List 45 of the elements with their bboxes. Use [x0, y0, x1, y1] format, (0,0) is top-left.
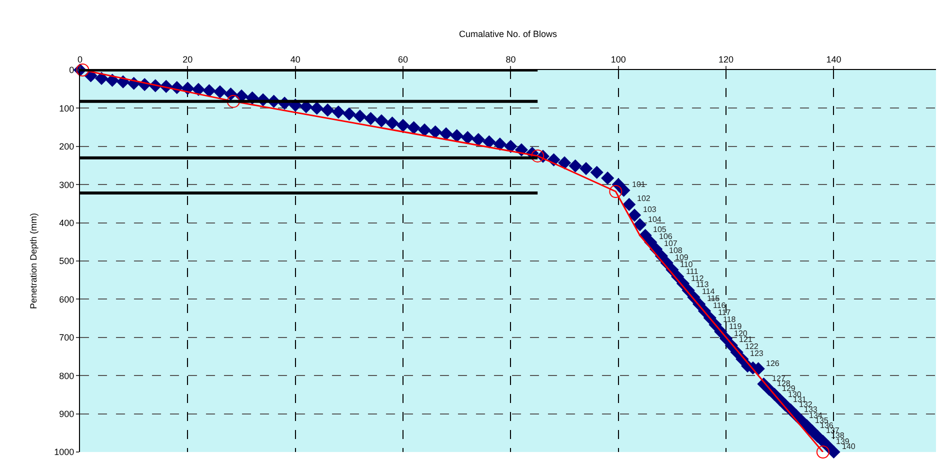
annotation: 109 [675, 253, 689, 262]
y-tick-label: 200 [59, 142, 74, 152]
x-tick-label: 100 [610, 54, 626, 64]
y-tick-label: 800 [59, 370, 74, 381]
y-tick-label: 600 [59, 294, 74, 304]
annotation: 106 [659, 232, 673, 241]
annotation: 122 [745, 342, 759, 351]
x-tick-label: 40 [290, 54, 300, 64]
annotation: 111 [686, 267, 699, 276]
x-tick-label: 140 [826, 54, 842, 64]
annotation: 102 [637, 194, 651, 203]
annotation: 119 [729, 322, 742, 331]
x-tick-label: 80 [506, 54, 516, 64]
annotation: 103 [643, 205, 657, 214]
annotation: 140 [842, 442, 856, 451]
y-axis-title: Penetration Depth (mm) [28, 212, 39, 310]
annotation: 113 [696, 280, 710, 289]
annotation: 108 [669, 246, 683, 255]
annotation: 117 [718, 308, 732, 317]
annotation: 116 [713, 301, 726, 310]
annotation: 110 [680, 260, 694, 269]
annotation: 104 [648, 215, 662, 224]
y-tick-label: 1000 [54, 447, 74, 458]
y-tick-label: 500 [59, 256, 74, 266]
y-tick-label: 400 [59, 218, 74, 228]
annotation: 118 [723, 315, 736, 324]
y-tick-label: 900 [59, 408, 74, 419]
y-tick-label: 300 [59, 180, 74, 190]
annotation: 114 [702, 287, 716, 296]
annotation: 121 [739, 335, 753, 344]
x-tick-label: 120 [718, 54, 734, 64]
annotation: 101 [632, 180, 646, 189]
y-tick-label: 0 [69, 65, 74, 76]
x-tick-label: 0 [77, 54, 83, 64]
annotation: 126 [766, 359, 780, 368]
x-tick-label: 20 [182, 54, 193, 64]
annotation: 123 [750, 349, 764, 358]
x-tick-label: 60 [398, 54, 408, 64]
annotation: 107 [664, 239, 678, 248]
annotation: 112 [691, 274, 704, 283]
y-tick-label: 700 [59, 332, 74, 343]
y-tick-label: 100 [59, 103, 74, 114]
x-axis-title: Cumalative No. of Blows [458, 28, 558, 39]
annotation: 120 [734, 329, 748, 338]
annotation: 105 [653, 225, 667, 234]
